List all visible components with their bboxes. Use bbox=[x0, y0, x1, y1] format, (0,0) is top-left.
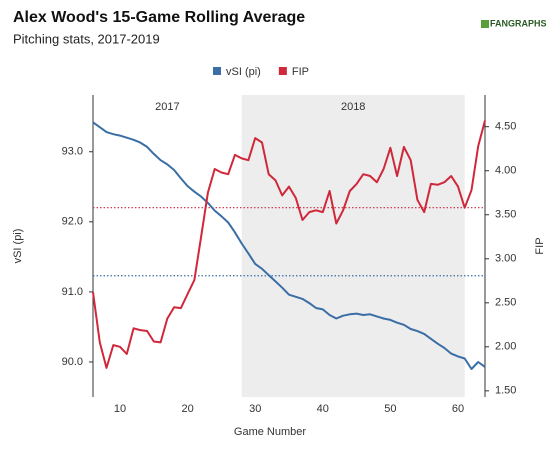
x-tick-label: 50 bbox=[384, 403, 396, 415]
y2-tick-label: 4.00 bbox=[495, 165, 516, 177]
x-tick-label: 10 bbox=[114, 403, 126, 415]
series-line bbox=[92, 120, 486, 369]
x-tick-label: 20 bbox=[181, 403, 193, 415]
x-tick-label: 60 bbox=[452, 403, 464, 415]
year-label: 2017 bbox=[155, 101, 179, 113]
y-axis-label: vSI (pi) bbox=[12, 229, 24, 264]
y2-tick-label: 3.00 bbox=[495, 253, 516, 265]
x-axis-label: Game Number bbox=[234, 426, 306, 438]
y-tick-label: 90.0 bbox=[62, 356, 83, 368]
y-tick-label: 92.0 bbox=[62, 216, 83, 228]
y2-axis-label: FIP bbox=[534, 237, 546, 254]
x-tick-label: 40 bbox=[317, 403, 329, 415]
logo-text: FANGRAPHS bbox=[490, 18, 547, 28]
legend-marker bbox=[278, 67, 287, 75]
chart-subtitle: Pitching stats, 2017-2019 bbox=[13, 31, 160, 46]
y-tick-label: 93.0 bbox=[62, 146, 83, 158]
y2-tick-label: 1.50 bbox=[495, 385, 516, 397]
legend-label: FIP bbox=[292, 66, 309, 78]
y-tick-label: 91.0 bbox=[62, 286, 83, 298]
series-line bbox=[92, 121, 486, 370]
y2-tick-label: 4.50 bbox=[495, 121, 516, 133]
shaded-region bbox=[241, 95, 465, 397]
y2-tick-label: 2.50 bbox=[495, 297, 516, 309]
year-label: 2018 bbox=[341, 101, 365, 113]
legend-marker bbox=[213, 67, 221, 75]
chart-title: Alex Wood's 15-Game Rolling Average bbox=[13, 9, 305, 26]
legend-label: vSI (pi) bbox=[226, 66, 261, 78]
logo-icon bbox=[481, 20, 489, 28]
y2-tick-label: 2.00 bbox=[495, 341, 516, 353]
x-tick-label: 30 bbox=[249, 403, 261, 415]
y2-tick-label: 3.50 bbox=[495, 209, 516, 221]
